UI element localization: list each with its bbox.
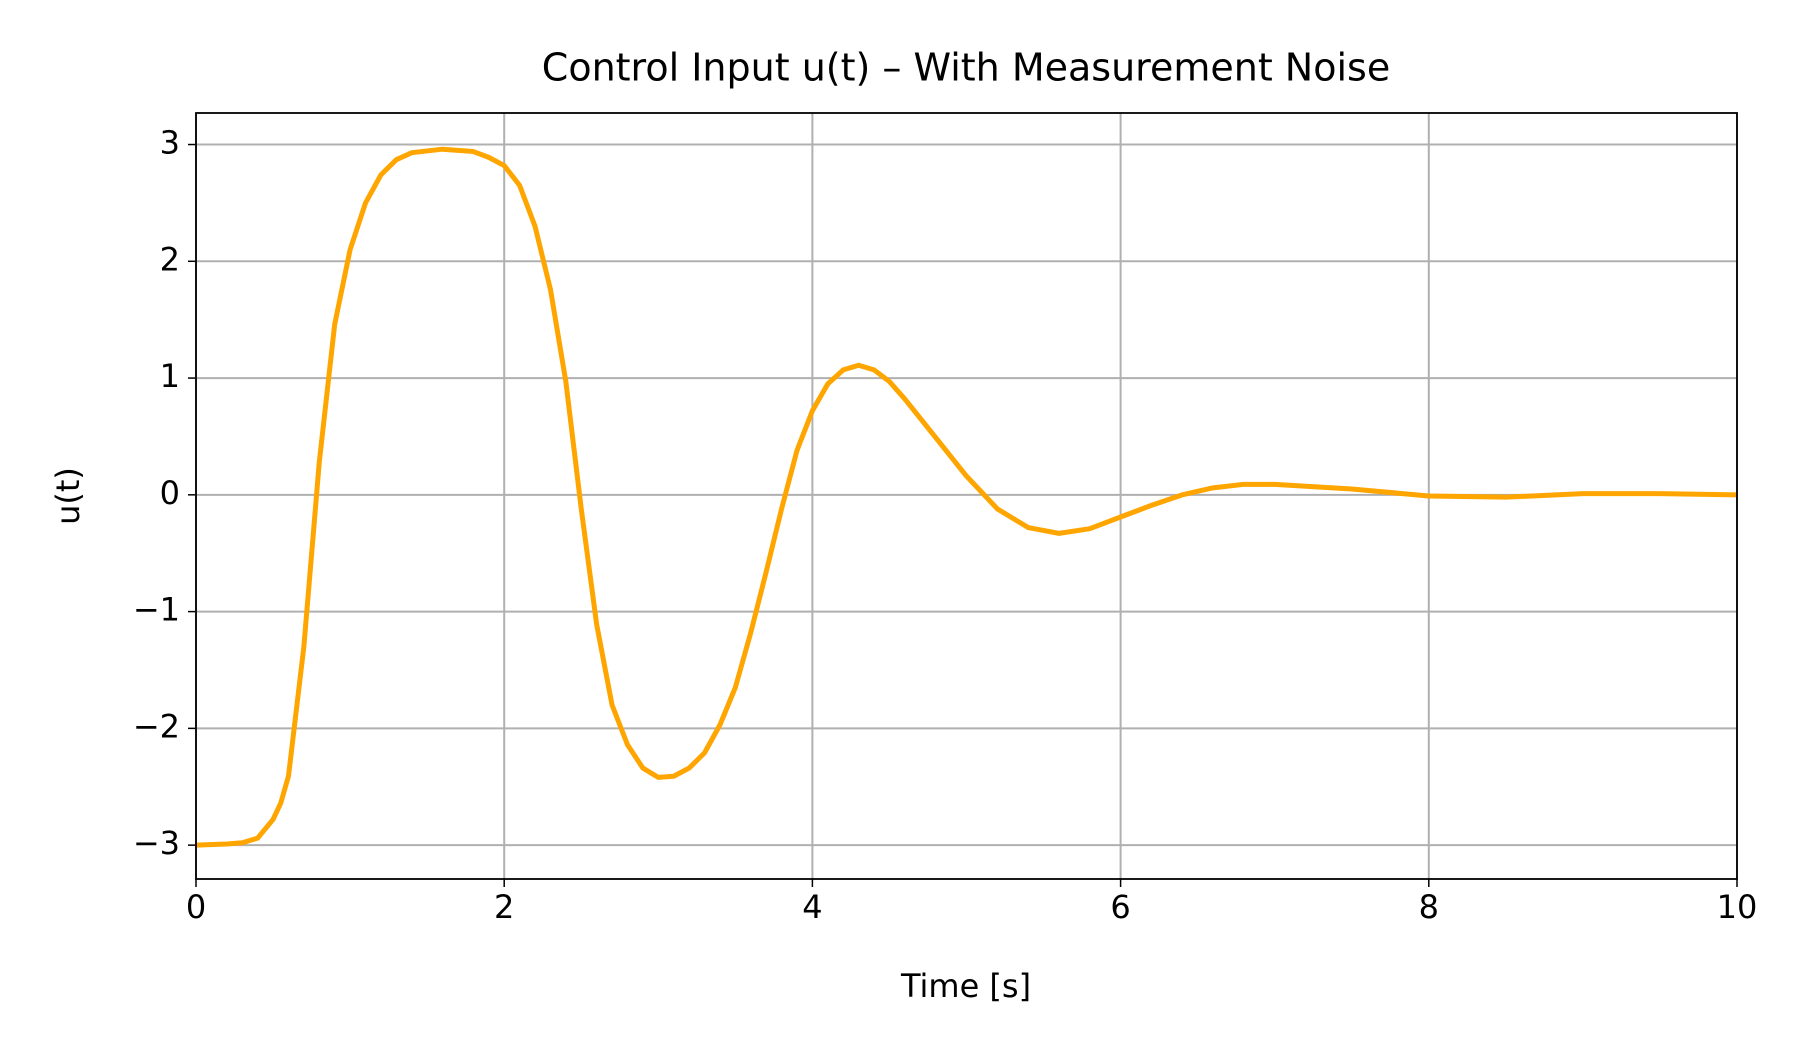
x-axis-label: Time [s] bbox=[900, 967, 1031, 1005]
y-tick-label: 1 bbox=[160, 357, 180, 395]
y-tick-label: 3 bbox=[160, 124, 180, 162]
y-axis-label: u(t) bbox=[49, 467, 87, 525]
y-tick-label: −3 bbox=[133, 824, 180, 862]
x-tick-label: 2 bbox=[494, 888, 514, 926]
x-tick-label: 4 bbox=[802, 888, 822, 926]
line-series bbox=[195, 146, 1738, 848]
x-tick-label: 6 bbox=[1110, 888, 1130, 926]
plot-frame bbox=[195, 112, 1738, 880]
y-tick-label: 0 bbox=[160, 474, 180, 512]
y-tick-label: −1 bbox=[133, 591, 180, 629]
y-tick-label: 2 bbox=[160, 240, 180, 278]
x-tick-label: 8 bbox=[1419, 888, 1439, 926]
x-tick-label: 10 bbox=[1717, 888, 1758, 926]
x-tick-label: 0 bbox=[186, 888, 206, 926]
chart-title: Control Input u(t) – With Measurement No… bbox=[542, 46, 1390, 90]
y-tick-label: −2 bbox=[133, 707, 180, 745]
